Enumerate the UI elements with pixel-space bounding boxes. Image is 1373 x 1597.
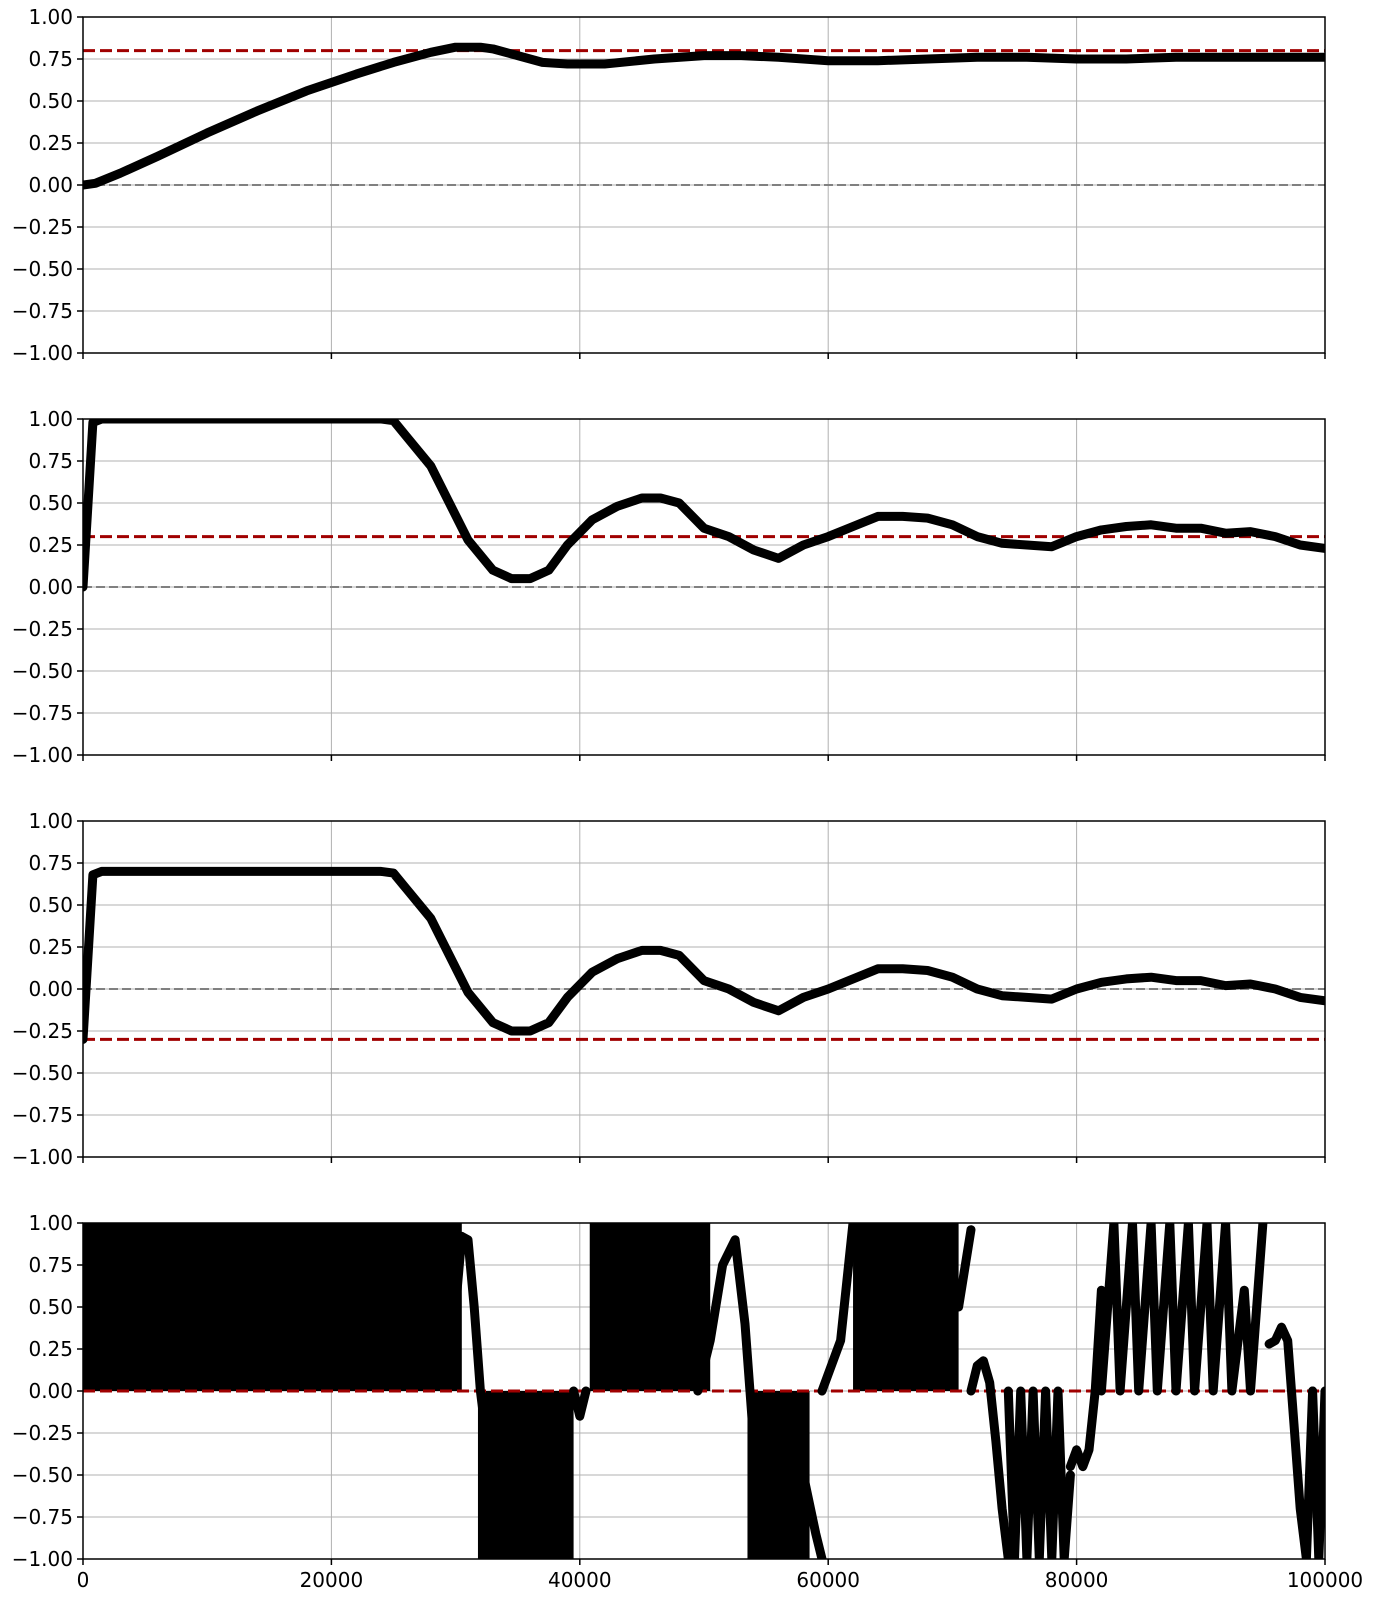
oscillation-band (853, 1223, 959, 1391)
oscillation-band (477, 1391, 574, 1559)
y-tick-label: 0.50 (28, 1295, 73, 1319)
y-tick-label: 0.50 (28, 491, 73, 515)
series-line-6 (954, 1225, 976, 1312)
y-tick-label: −1.00 (12, 1547, 73, 1571)
y-tick-label: −0.50 (12, 1061, 73, 1085)
oscillation-band (589, 1223, 711, 1391)
y-tick-label: −0.50 (12, 257, 73, 281)
x-tick-label: 20000 (300, 1568, 364, 1592)
x-tick-label: 100000 (1287, 1568, 1363, 1592)
y-tick-label: −0.25 (12, 1421, 73, 1445)
y-tick-label: 0.75 (28, 449, 73, 473)
series-line-7 (966, 1356, 1013, 1559)
y-tick-label: 0.50 (28, 893, 73, 917)
series-line-1 (83, 866, 1325, 1044)
y-tick-label: −0.50 (12, 1463, 73, 1487)
y-tick-label: 0.75 (28, 851, 73, 875)
chart-panel-3: 1.00 0.75 0.50 0.25 0.00 −0.25 −0.50 −0.75 −1.00 (12, 809, 1326, 1169)
y-tick-label: 0.75 (28, 47, 73, 71)
x-tick-label: 0 (77, 1568, 90, 1592)
series-line-1 (83, 42, 1325, 190)
y-tick-label: −0.50 (12, 659, 73, 683)
series-line-1 (451, 1231, 492, 1446)
y-tick-label: 1.00 (28, 1211, 73, 1235)
y-tick-label: 0.00 (28, 173, 73, 197)
series-line-2 (569, 1386, 591, 1421)
plot-area (83, 419, 1325, 592)
y-tick-label: −1.00 (12, 743, 73, 767)
y-tick-label: −0.25 (12, 617, 73, 641)
y-tick-label: 0.00 (28, 977, 73, 1001)
y-tick-label: 0.75 (28, 1253, 73, 1277)
x-tick-label: 60000 (796, 1568, 860, 1592)
chart-panel-2: 1.00 0.75 0.50 0.25 0.00 −0.25 −0.50 −0.75 −1.00 (12, 407, 1326, 767)
y-tick-label: −0.75 (12, 299, 73, 323)
y-tick-label: −0.75 (12, 1103, 73, 1127)
series-line-5 (817, 1223, 858, 1396)
series-line-3 (693, 1235, 759, 1446)
y-tick-label: 0.00 (28, 1379, 73, 1403)
y-tick-label: −0.25 (12, 215, 73, 239)
y-tick-label: 0.25 (28, 1337, 73, 1361)
series-line-9 (1065, 1285, 1106, 1472)
y-tick-label: 1.00 (28, 407, 73, 431)
y-tick-label: −1.00 (12, 1145, 73, 1169)
chart-panel-1: 1.00 0.75 0.50 0.25 0.00 −0.25 −0.50 −0.75 −1.00 (12, 5, 1326, 365)
y-tick-label: 0.25 (28, 533, 73, 557)
y-tick-label: 1.00 (28, 5, 73, 29)
plot-area (83, 1223, 1325, 1559)
y-tick-label: −0.75 (12, 1505, 73, 1529)
plot-area (83, 42, 1325, 190)
chart-panel-4: 1.00 0.75 0.50 0.25 0.00 −0.25 −0.50 −0.75 −1.00… (12, 1211, 1363, 1592)
y-tick-label: −0.25 (12, 1019, 73, 1043)
oscillation-band (83, 1223, 462, 1391)
y-tick-label: −0.75 (12, 701, 73, 725)
x-tick-label: 80000 (1045, 1568, 1109, 1592)
y-tick-label: 0.50 (28, 89, 73, 113)
series-line-10 (1096, 1223, 1268, 1396)
plot-area (83, 866, 1325, 1044)
series-line-4 (798, 1470, 827, 1559)
y-tick-label: 0.00 (28, 575, 73, 599)
series-line-8 (1003, 1386, 1075, 1559)
series-line-11 (1264, 1322, 1318, 1559)
x-tick-label: 40000 (548, 1568, 612, 1592)
series-line-1 (83, 419, 1325, 592)
y-tick-label: 0.25 (28, 935, 73, 959)
y-tick-label: −1.00 (12, 341, 73, 365)
series-line-12 (1308, 1386, 1325, 1559)
y-tick-label: 1.00 (28, 809, 73, 833)
y-tick-label: 0.25 (28, 131, 73, 155)
